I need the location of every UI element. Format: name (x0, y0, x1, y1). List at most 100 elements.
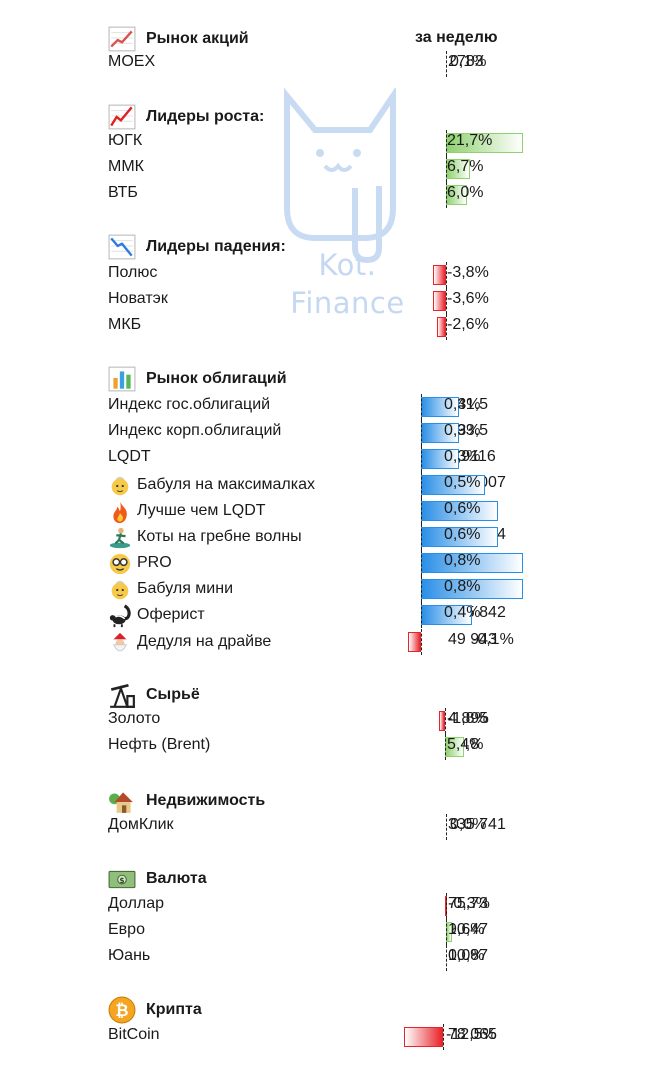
row-label: Доллар (108, 895, 164, 913)
zero-axis-line (421, 629, 422, 655)
zero-axis-line (446, 262, 447, 288)
table-row: Оферист 105 842 0,4% (108, 602, 628, 628)
row-change-percent: 21,7% (447, 132, 493, 149)
row-value: 4 895 (448, 710, 489, 727)
bar-chart-icon (108, 365, 138, 393)
section-header-crypto: ₿ Крипта (108, 995, 202, 1025)
nerd-face-icon (108, 552, 134, 575)
row-change-percent: -1,8% (447, 710, 489, 727)
section-title: Рынок облигаций (146, 370, 287, 387)
row-change-percent: -2,6% (447, 316, 489, 333)
row-label-text: Юань (108, 947, 151, 964)
section-header-decline: Лидеры падения: (108, 232, 286, 262)
zero-axis-line (446, 182, 447, 208)
row-label: Индекс корп.облигаций (108, 422, 281, 440)
row-label: Коты на гребне волны (108, 526, 302, 549)
section-title: Крипта (146, 1001, 202, 1018)
change-bar (432, 265, 446, 285)
row-label-text: Лучше чем LQDT (137, 502, 266, 519)
zero-axis-line (421, 498, 422, 524)
kot-finance-watermark: Kot. Finance (275, 86, 420, 328)
row-label-text: Доллар (108, 895, 165, 912)
row-label-text: PRO (137, 554, 172, 571)
change-bar (438, 711, 445, 731)
table-row: Дедуля на драйве 49 943 -0,1% (108, 629, 628, 655)
row-change-percent: -12,5% (446, 1026, 497, 1043)
zero-axis-line (421, 524, 422, 550)
change-bar (408, 632, 421, 652)
row-label-text: BitCoin (108, 1026, 160, 1043)
row-label-text: Бабуля мини (137, 580, 234, 597)
svg-text:$: $ (119, 876, 124, 885)
row-value: 10,87 (448, 947, 489, 964)
table-row: ММК 6,7% (108, 156, 628, 182)
table-row: Золото 4 895 -1,8% (108, 708, 628, 734)
table-row: Лучше чем LQDT86 3160,6% (108, 498, 628, 524)
chart-decreasing-icon (108, 233, 138, 261)
row-change-percent: 0,1% (450, 53, 487, 70)
section-title: Недвижимость (146, 792, 266, 809)
row-label-text: ММК (108, 158, 144, 175)
row-change-percent: 0,8% (444, 552, 481, 569)
row-change-percent: 0,5% (444, 474, 481, 491)
row-label-text: Бабуля на максималках (137, 476, 315, 493)
row-label: ЮГК (108, 132, 142, 150)
row-change-percent: 0,3% (444, 422, 481, 439)
row-label-text: ВТБ (108, 184, 138, 201)
zero-axis-line (446, 288, 447, 314)
row-label: Бабуля на максималках (108, 474, 315, 496)
watermark-kot: Kot. (318, 248, 377, 282)
row-label-text: Дедуля на драйве (137, 633, 272, 650)
zero-axis-line (421, 550, 422, 576)
zero-axis-line (446, 919, 447, 945)
grandma-icon (108, 578, 134, 600)
row-label: Лучше чем LQDT (108, 500, 266, 524)
section-header-stocks: Рынок акций (108, 24, 249, 54)
zero-axis-line (446, 156, 447, 182)
row-change-percent: -0,3% (448, 895, 490, 912)
section-title: Лидеры падения: (146, 238, 286, 255)
period-header: за неделю (415, 29, 498, 46)
cat-logo-icon (284, 86, 396, 264)
row-value: 90,47 (448, 921, 489, 938)
table-row: МКБ -2,6% (108, 314, 628, 340)
row-change-percent: -0,1% (472, 631, 514, 648)
row-label: ВТБ (108, 184, 138, 202)
row-label: Индекс гос.облигаций (108, 396, 270, 414)
section-title: Сырьё (146, 686, 200, 703)
table-row: Доллар 75,73 -0,3% (108, 893, 628, 919)
row-label: ДомКлик (108, 816, 174, 834)
zero-axis-line (421, 576, 422, 602)
table-row: Индекс гос.облигаций 741,5 0,3% (108, 394, 628, 420)
section-title: Лидеры роста: (146, 108, 265, 125)
zero-axis-line (446, 130, 447, 156)
row-label-text: Индекс гос.облигаций (108, 396, 271, 413)
row-change-percent: 0,6% (444, 526, 481, 543)
santa-icon (108, 631, 134, 653)
row-change-percent: 0,3% (444, 448, 481, 465)
zero-axis-line (446, 314, 447, 340)
row-label-text: Полюс (108, 264, 158, 281)
row-label-text: ЮГК (108, 132, 143, 149)
row-label-text: MOEX (108, 53, 156, 70)
row-label: Полюс (108, 264, 157, 282)
change-bar (436, 317, 446, 337)
row-label-text: Индекс корп.облигаций (108, 422, 282, 439)
table-row: PRO125 3750,8% (108, 550, 628, 576)
zero-axis-line (421, 394, 422, 420)
row-label: Новатэк (108, 290, 168, 308)
table-row: LQDT 1,9116 0,3% (108, 446, 628, 472)
row-label: MOEX (108, 53, 155, 71)
table-row: Нефть (Brent)69,85,4% (108, 734, 628, 760)
change-bar (433, 291, 446, 311)
row-label-text: Коты на гребне волны (137, 528, 302, 545)
row-change-percent: -3,8% (447, 264, 489, 281)
zero-axis-line (446, 814, 447, 840)
grandma-icon (108, 474, 134, 496)
row-value: 49 943 (448, 631, 497, 648)
table-row: ДомКлик 335 741 0,0% (108, 814, 628, 840)
zero-axis-line (446, 893, 447, 919)
table-row: ЮГК 21,7% (108, 130, 628, 156)
row-label: Нефть (Brent) (108, 736, 210, 754)
row-value: 78 065 (448, 1026, 497, 1043)
